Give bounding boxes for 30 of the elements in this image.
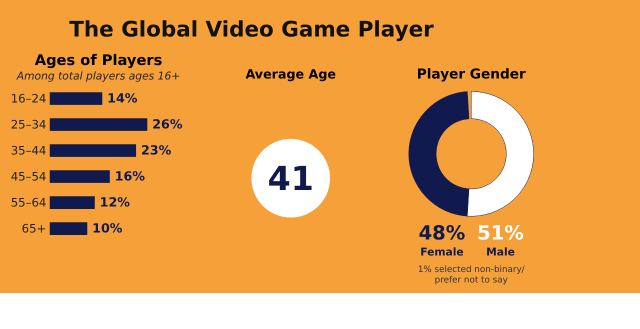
y-tick-label: 65+ xyxy=(22,222,46,236)
y-tick-label: 35–44 xyxy=(10,143,46,158)
data-label: 48% xyxy=(418,222,466,245)
y-tick-label: 25–34 xyxy=(10,117,46,132)
data-label: 26% xyxy=(152,116,183,132)
data-label: 10% xyxy=(92,220,123,236)
bar xyxy=(50,222,88,235)
chart-subtitle: Among total players ages 16+ xyxy=(16,70,180,83)
y-tick-label: 55–64 xyxy=(10,196,46,210)
text: 1% selected non-binary/ xyxy=(418,264,525,275)
data-label: 14% xyxy=(107,90,138,106)
chart-title: Ages of Players xyxy=(34,52,163,70)
y-tick-label: 16–24 xyxy=(10,91,46,106)
data-label: 12% xyxy=(100,194,130,210)
chart-title: Player Gender xyxy=(416,66,526,83)
y-tick-label: 45–54 xyxy=(10,169,46,184)
text: The Global Video Game Player xyxy=(69,18,434,43)
slice-label: Male xyxy=(486,245,515,258)
slice-label: Female xyxy=(420,245,464,258)
text: Average Age xyxy=(245,66,336,82)
data-label: 51% xyxy=(477,222,524,245)
bar xyxy=(50,170,110,183)
bar xyxy=(50,118,148,131)
bar xyxy=(50,196,95,209)
text: 41 xyxy=(268,158,314,198)
bar xyxy=(50,92,102,105)
data-label: 16% xyxy=(114,168,146,184)
data-label: 23% xyxy=(140,142,172,158)
text: prefer not to say xyxy=(434,276,508,286)
bar xyxy=(50,144,136,157)
